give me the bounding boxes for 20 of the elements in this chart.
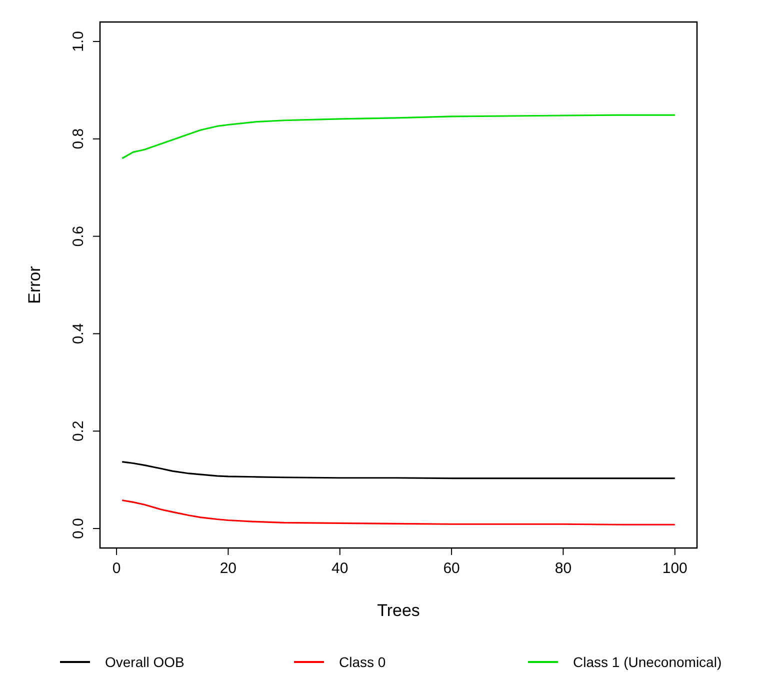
y-axis-title: Error (25, 266, 44, 304)
x-tick-label: 80 (554, 560, 572, 577)
x-tick-label: 100 (662, 560, 688, 577)
x-axis-title: Trees (377, 601, 420, 620)
y-tick-label: 0.8 (70, 128, 87, 150)
y-tick-label: 0.0 (70, 518, 87, 539)
y-tick-label: 0.4 (70, 323, 87, 344)
line-series (121, 499, 676, 526)
x-tick-label: 20 (220, 560, 237, 577)
y-tick-label: 1.0 (70, 31, 87, 52)
line-series (121, 460, 676, 480)
y-tick-label: 0.2 (70, 420, 87, 442)
x-tick-label: 40 (332, 560, 348, 577)
x-tick-label: 0 (112, 560, 121, 577)
y-tick-label: 0.6 (70, 226, 87, 247)
legend-label: Class 0 (339, 654, 386, 670)
line-series (121, 114, 676, 160)
x-tick-label: 60 (443, 560, 460, 577)
legend-label: Overall OOB (105, 654, 184, 670)
legend-label: Class 1 (Uneconomical) (573, 654, 722, 670)
